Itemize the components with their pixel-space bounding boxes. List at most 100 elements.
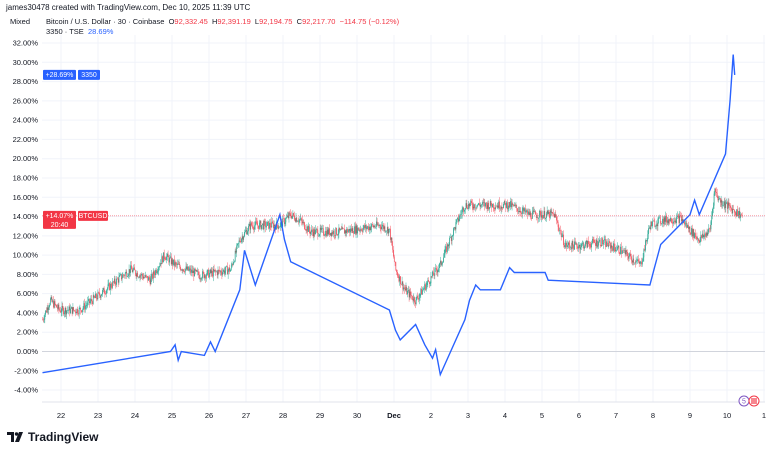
x-tick-label: 6 xyxy=(577,411,581,420)
candle-body xyxy=(308,225,310,231)
candle-body xyxy=(55,304,57,305)
candle-body xyxy=(322,228,323,229)
candle-body xyxy=(214,270,216,272)
candle-body xyxy=(403,287,404,290)
candle-body xyxy=(289,212,291,214)
candle-body xyxy=(736,209,737,216)
candle-body xyxy=(187,266,188,270)
events-badge[interactable]: 5 xyxy=(738,395,760,407)
scale-mode[interactable]: Mixed xyxy=(10,17,31,26)
candle-body xyxy=(424,284,425,289)
candle-body xyxy=(131,265,132,270)
candle-body xyxy=(413,297,415,301)
candle-body xyxy=(638,261,640,264)
candle-body xyxy=(691,228,692,235)
candle-body xyxy=(492,203,493,208)
candle-body xyxy=(440,260,441,264)
candle-body xyxy=(301,220,303,224)
candle-body xyxy=(551,212,553,213)
candle-body xyxy=(229,267,230,272)
candle-body xyxy=(266,225,267,228)
y-tick-label: 22.00% xyxy=(13,135,39,144)
candle-body xyxy=(666,220,668,223)
candle-body xyxy=(465,203,467,209)
candle-body xyxy=(156,270,157,273)
candle-body xyxy=(603,239,605,244)
candle-body xyxy=(220,270,221,272)
candle-body xyxy=(106,290,107,294)
candle-body xyxy=(311,229,312,233)
candle-body xyxy=(587,240,589,248)
candle-body xyxy=(494,208,496,209)
candle-body xyxy=(479,203,480,205)
candle-body xyxy=(617,246,618,250)
candle-body xyxy=(506,202,507,208)
close-value: 92,217.70 xyxy=(302,17,336,26)
candle-body xyxy=(64,307,66,313)
candle-body xyxy=(523,208,525,212)
btc-last-value-box xyxy=(43,210,76,229)
grid xyxy=(42,35,765,402)
candle-body xyxy=(562,234,564,237)
candle-body xyxy=(176,263,177,265)
candle-body xyxy=(80,307,82,311)
candle-body xyxy=(437,269,439,273)
candle-body xyxy=(362,230,363,232)
compare-symbol[interactable]: 3350 · TSE xyxy=(46,27,84,36)
candle-body xyxy=(261,225,262,229)
y-tick-label: 10.00% xyxy=(13,251,39,260)
candle-body xyxy=(227,266,228,275)
y-tick-label: 6.00% xyxy=(17,289,39,298)
candle-body xyxy=(144,277,145,278)
candle-body xyxy=(582,243,584,245)
candle-body xyxy=(471,203,473,207)
candle-body xyxy=(317,229,319,237)
candle-body xyxy=(130,265,131,273)
candle-body xyxy=(330,232,332,236)
candle-body xyxy=(255,221,257,223)
candle-body xyxy=(81,309,83,313)
candle-body xyxy=(93,295,95,298)
candle-body xyxy=(191,269,193,274)
candle-body xyxy=(312,232,314,237)
candle-body xyxy=(462,207,464,211)
candle-body xyxy=(722,205,723,206)
candle-body xyxy=(531,217,532,219)
candle-body xyxy=(739,210,741,218)
candle-body xyxy=(148,277,149,281)
candle-body xyxy=(294,215,295,220)
candle-body xyxy=(147,276,149,281)
candle-body xyxy=(423,288,425,290)
candle-body xyxy=(429,281,430,284)
candle-body xyxy=(331,231,333,236)
candle-body xyxy=(162,256,163,263)
candle-body xyxy=(550,210,552,213)
candle-body xyxy=(528,211,530,215)
candle-body xyxy=(184,269,186,273)
candle-body xyxy=(708,228,709,233)
candle-body xyxy=(190,268,191,273)
candle-body xyxy=(595,242,596,246)
candle-body xyxy=(95,293,96,299)
candle-body xyxy=(145,275,146,278)
candle-body xyxy=(730,205,731,208)
candle-body xyxy=(345,230,347,233)
candle-body xyxy=(404,287,405,290)
candle-body xyxy=(382,224,383,227)
y-tick-label: -4.00% xyxy=(14,386,38,395)
candle-body xyxy=(394,261,396,263)
main-symbol[interactable]: Bitcoin / U.S. Dollar · 30 · Coinbase xyxy=(46,17,165,26)
candle-body xyxy=(440,260,442,265)
candle-body xyxy=(355,225,357,234)
candle-body xyxy=(66,310,67,315)
candle-body xyxy=(461,214,462,215)
candle-body xyxy=(455,222,457,230)
tradingview-logo[interactable]: TradingView xyxy=(7,430,98,444)
candle-body xyxy=(333,230,334,235)
candle-body xyxy=(372,225,374,228)
candle-body xyxy=(647,234,649,241)
candle-body xyxy=(120,274,121,276)
candle-body xyxy=(117,278,118,280)
x-tick-label: 27 xyxy=(242,411,250,420)
